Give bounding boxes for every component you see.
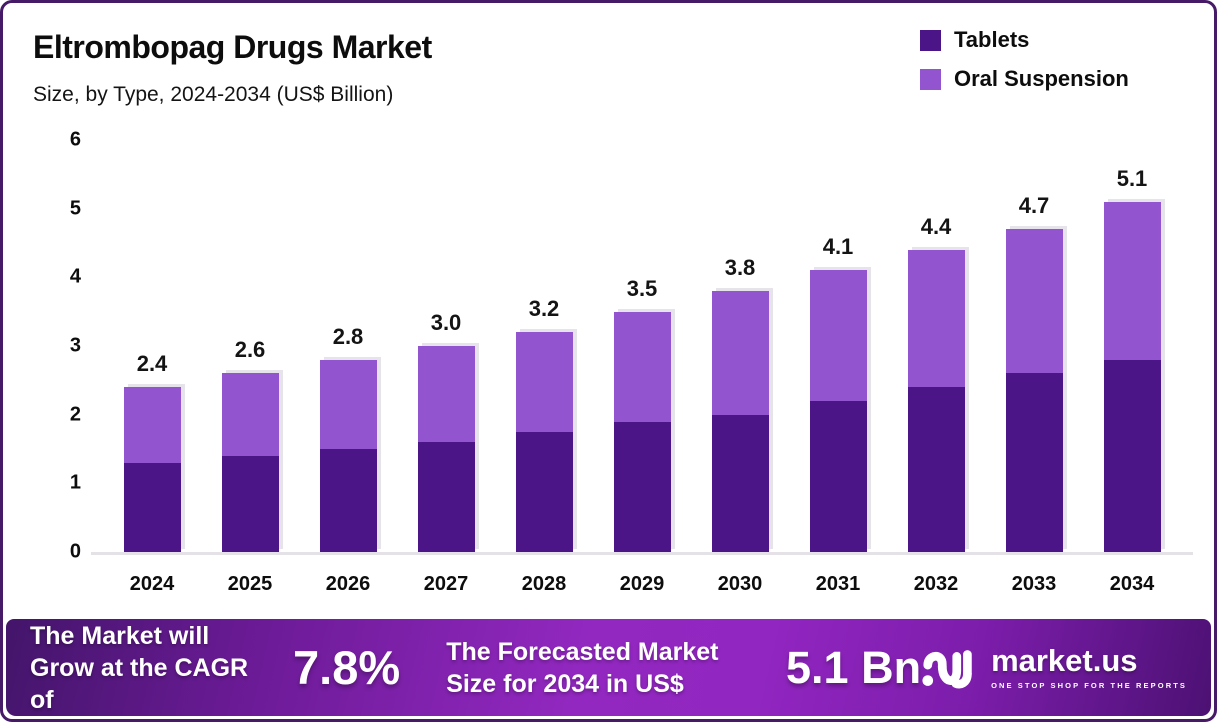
tablets-segment-2031 <box>809 400 867 552</box>
oral-suspension-segment-2026 <box>319 359 377 449</box>
oral-suspension-segment-2028 <box>515 332 573 432</box>
bar-chart-plot: 0 1 2 3 4 5 6 2.4 2024 2.6 2025 2.8 2026 3.0 2027 3.2 20… <box>3 3 1214 625</box>
x-axis-label-2025: 2025 <box>227 573 273 595</box>
bar-group-2028 <box>515 332 573 552</box>
tablets-segment-2024 <box>123 462 181 552</box>
tablets-segment-2025 <box>221 455 279 552</box>
forecast-label: The Forecasted Market Size for 2034 in U… <box>446 637 719 698</box>
oral-suspension-swatch-icon <box>920 68 941 90</box>
bar-total-label-2029: 3.5 <box>626 275 658 301</box>
x-axis-label-2026: 2026 <box>325 573 371 595</box>
bar-total-label-2028: 3.2 <box>528 296 560 322</box>
x-axis-label-2031: 2031 <box>815 573 861 595</box>
tablets-swatch-icon <box>920 29 941 51</box>
x-axis-line <box>91 552 1193 555</box>
x-axis-label-2029: 2029 <box>619 573 665 595</box>
oral-suspension-segment-2031 <box>809 270 867 401</box>
y-axis-tick-label-2: 2 <box>69 403 81 426</box>
oral-suspension-segment-2033 <box>1005 229 1063 374</box>
bar-group-2031 <box>809 270 867 552</box>
bar-total-label-2027: 3.0 <box>430 310 462 335</box>
bar-total-label-2026: 2.8 <box>332 323 364 349</box>
bar-total-label-2034: 5.1 <box>1116 165 1148 191</box>
x-axis-label-2032: 2032 <box>913 573 959 595</box>
bar-total-label-2033: 4.7 <box>1018 193 1050 219</box>
chart-subtitle: Size, by Type, 2024-2034 (US$ Billion) <box>33 83 394 106</box>
legend-label-tablets: Tablets <box>954 27 1030 52</box>
forecast-value: 5.1 Bn <box>786 641 922 693</box>
x-axis-label-2034: 2034 <box>1109 573 1155 595</box>
market-us-brand: market.us ONE STOP SHOP FOR THE REPORTS <box>921 639 1187 697</box>
bar-group-2030 <box>711 291 769 552</box>
market-us-logo-icon <box>922 649 972 688</box>
legend-item-oral-suspension: Oral Suspension <box>920 66 1129 92</box>
oral-suspension-segment-2024 <box>123 387 181 463</box>
legend-item-tablets: Tablets <box>920 27 1129 53</box>
legend: Tablets Oral Suspension <box>920 27 1129 92</box>
tablets-segment-2030 <box>711 414 769 552</box>
y-axis-tick-label-4: 4 <box>69 265 81 288</box>
brand-name: market.us <box>991 643 1138 678</box>
oral-suspension-segment-2027 <box>417 346 475 443</box>
bar-total-label-2024: 2.4 <box>136 351 168 377</box>
page-title: Eltrombopag Drugs Market <box>33 29 432 65</box>
bar-group-2025 <box>221 373 279 552</box>
x-axis-label-2024: 2024 <box>129 573 175 595</box>
y-axis-tick-label-0: 0 <box>69 540 81 563</box>
x-axis-label-2028: 2028 <box>521 573 567 595</box>
tablets-segment-2028 <box>515 431 573 552</box>
oral-suspension-segment-2030 <box>711 291 769 415</box>
y-axis-tick-label-5: 5 <box>69 197 81 220</box>
y-axis-tick-label-6: 6 <box>69 128 81 151</box>
brand-text-block: market.us ONE STOP SHOP FOR THE REPORTS <box>991 645 1187 690</box>
cagr-value: 7.8% <box>293 641 401 694</box>
tablets-segment-2026 <box>319 448 377 552</box>
bar-group-2024 <box>123 387 181 552</box>
bar-group-2033 <box>1005 229 1063 552</box>
y-axis-tick-label-3: 3 <box>69 334 81 357</box>
x-axis-label-2033: 2033 <box>1011 573 1057 595</box>
bar-total-label-2025: 2.6 <box>234 337 266 363</box>
oral-suspension-segment-2025 <box>221 373 279 456</box>
tablets-segment-2033 <box>1005 373 1063 552</box>
bar-group-2032 <box>907 249 965 552</box>
y-axis-tick-label-1: 1 <box>69 471 81 494</box>
brand-tagline: ONE STOP SHOP FOR THE REPORTS <box>991 681 1187 690</box>
tablets-segment-2027 <box>417 442 475 552</box>
oral-suspension-segment-2034 <box>1103 201 1161 360</box>
bar-total-label-2030: 3.8 <box>724 255 756 281</box>
x-axis-label-2027: 2027 <box>423 573 469 595</box>
oral-suspension-segment-2032 <box>907 249 965 388</box>
bar-group-2029 <box>613 311 671 552</box>
bar-group-2034 <box>1103 201 1161 552</box>
tablets-segment-2032 <box>907 387 965 552</box>
bar-group-2027 <box>417 346 475 552</box>
tablets-segment-2034 <box>1103 359 1161 552</box>
footer-banner: The Market will Grow at the CAGR of 7.8%… <box>6 619 1211 716</box>
bar-total-label-2031: 4.1 <box>822 234 854 260</box>
bar-total-label-2032: 4.4 <box>920 213 952 239</box>
legend-label-oral-suspension: Oral Suspension <box>954 66 1129 91</box>
cagr-label: The Market will Grow at the CAGR of <box>30 621 249 714</box>
oral-suspension-segment-2029 <box>613 311 671 422</box>
tablets-segment-2029 <box>613 421 671 552</box>
x-axis-label-2030: 2030 <box>717 573 763 595</box>
bar-group-2026 <box>319 359 377 552</box>
